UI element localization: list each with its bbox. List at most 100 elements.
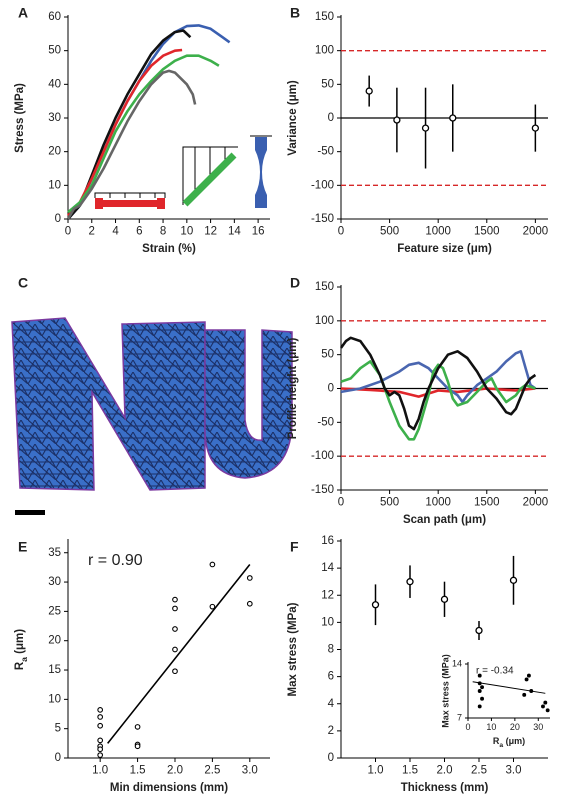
point bbox=[172, 646, 178, 653]
y-tick-label: 5 bbox=[55, 723, 61, 735]
point bbox=[545, 708, 550, 713]
point bbox=[440, 595, 449, 603]
y-tick-label: 150 bbox=[315, 11, 334, 23]
panel-label: A bbox=[18, 5, 28, 21]
x-tick-label: 2.0 bbox=[437, 765, 453, 777]
x-tick-label: 1.5 bbox=[402, 765, 418, 777]
x-tick-label: 500 bbox=[380, 497, 399, 509]
specimen-icons bbox=[94, 135, 272, 209]
x-tick-label: 1.0 bbox=[368, 765, 384, 777]
point bbox=[172, 605, 178, 612]
y-tick-label: 12 bbox=[321, 589, 334, 601]
axis-title: Stress (MPa) bbox=[14, 83, 26, 153]
axis-title: Strain (%) bbox=[142, 243, 196, 255]
x-tick-label: 2.0 bbox=[167, 765, 183, 777]
y-tick-label: 100 bbox=[315, 45, 334, 57]
inset-background bbox=[430, 655, 555, 755]
fit-line bbox=[472, 681, 546, 694]
point bbox=[526, 673, 531, 678]
point bbox=[477, 689, 482, 693]
x-tick-label: 2000 bbox=[523, 497, 549, 509]
y-tick-label: 8 bbox=[328, 644, 334, 656]
y-tick-label: 15 bbox=[48, 664, 61, 676]
lattice-image bbox=[11, 317, 293, 515]
x-tick-label: 1000 bbox=[425, 226, 451, 238]
point bbox=[541, 704, 545, 709]
y-tick-label: 100 bbox=[315, 315, 334, 327]
x-tick-label: 10 bbox=[180, 226, 193, 238]
y-tick-label: 40 bbox=[48, 78, 61, 90]
y-tick-label: 30 bbox=[48, 576, 61, 588]
point bbox=[209, 603, 216, 610]
y-tick-label: 2 bbox=[328, 725, 334, 737]
y-tick-label: 6 bbox=[328, 671, 334, 683]
point bbox=[480, 696, 485, 701]
x-tick-label: 4 bbox=[112, 226, 119, 238]
y-tick-label: 20 bbox=[48, 146, 61, 158]
axis-title: Variance (μm) bbox=[287, 80, 299, 156]
annotation: r = 0.90 bbox=[88, 552, 143, 569]
point bbox=[421, 124, 430, 132]
y-tick-label: 4 bbox=[328, 698, 335, 710]
y-tick-label: 14 bbox=[452, 658, 462, 668]
point bbox=[246, 575, 253, 581]
axis-title: Profile height (μm) bbox=[287, 338, 299, 440]
axis-title: Max stress (MPa) bbox=[440, 654, 450, 728]
point bbox=[97, 746, 104, 753]
point bbox=[371, 601, 380, 609]
point bbox=[172, 626, 178, 632]
y-tick-label: 60 bbox=[48, 11, 61, 23]
x-tick-label: 2.5 bbox=[204, 765, 220, 777]
y-tick-label: 35 bbox=[48, 547, 61, 559]
x-tick-label: 1.0 bbox=[92, 765, 108, 777]
x-tick-label: 1.5 bbox=[130, 765, 146, 777]
point bbox=[134, 724, 141, 730]
x-tick-label: 1500 bbox=[474, 497, 500, 509]
x-tick-label: 20 bbox=[510, 722, 520, 732]
y-tick-label: -100 bbox=[311, 179, 334, 191]
point bbox=[509, 576, 518, 584]
y-tick-label: 10 bbox=[48, 693, 61, 705]
x-tick-label: 3.0 bbox=[242, 765, 258, 777]
point bbox=[393, 116, 401, 124]
x-tick-label: 3.0 bbox=[506, 765, 522, 777]
y-tick-label: 10 bbox=[48, 179, 61, 191]
y-tick-label: 7 bbox=[457, 712, 462, 722]
panel-label: F bbox=[290, 539, 299, 555]
y-tick-label: 0 bbox=[55, 752, 61, 764]
y-tick-label: 30 bbox=[48, 112, 61, 124]
x-tick-label: 16 bbox=[252, 226, 265, 238]
x-tick-label: 2.5 bbox=[471, 765, 487, 777]
x-tick-label: 8 bbox=[160, 226, 166, 238]
x-tick-label: 1500 bbox=[474, 226, 500, 238]
x-tick-label: 6 bbox=[136, 226, 142, 238]
point bbox=[529, 689, 534, 693]
x-tick-label: 12 bbox=[204, 226, 217, 238]
point bbox=[406, 578, 414, 586]
axis-title: Min dimensions (mm) bbox=[110, 782, 228, 794]
panel-label: D bbox=[290, 275, 300, 291]
point bbox=[531, 124, 540, 132]
y-tick-label: 20 bbox=[48, 635, 61, 647]
axis-title-part: a bbox=[19, 657, 29, 662]
panel-label: E bbox=[18, 539, 27, 555]
y-tick-label: 0 bbox=[328, 112, 334, 124]
axis-title: Scan path (μm) bbox=[403, 514, 486, 526]
point bbox=[172, 596, 178, 603]
point bbox=[246, 600, 253, 607]
axis-title-part: (μm) bbox=[14, 629, 26, 657]
point bbox=[477, 673, 482, 678]
y-tick-label: 0 bbox=[55, 213, 61, 225]
y-tick-label: -100 bbox=[311, 450, 334, 462]
x-tick-label: 0 bbox=[338, 497, 344, 509]
x-tick-label: 10 bbox=[486, 722, 496, 732]
line-series bbox=[340, 360, 536, 441]
axis-title-part: R bbox=[14, 661, 26, 670]
point bbox=[480, 685, 485, 690]
point bbox=[172, 668, 178, 675]
point bbox=[97, 707, 104, 713]
x-tick-label: 30 bbox=[533, 722, 543, 732]
line-series bbox=[67, 54, 220, 214]
x-tick-label: 14 bbox=[228, 226, 241, 238]
